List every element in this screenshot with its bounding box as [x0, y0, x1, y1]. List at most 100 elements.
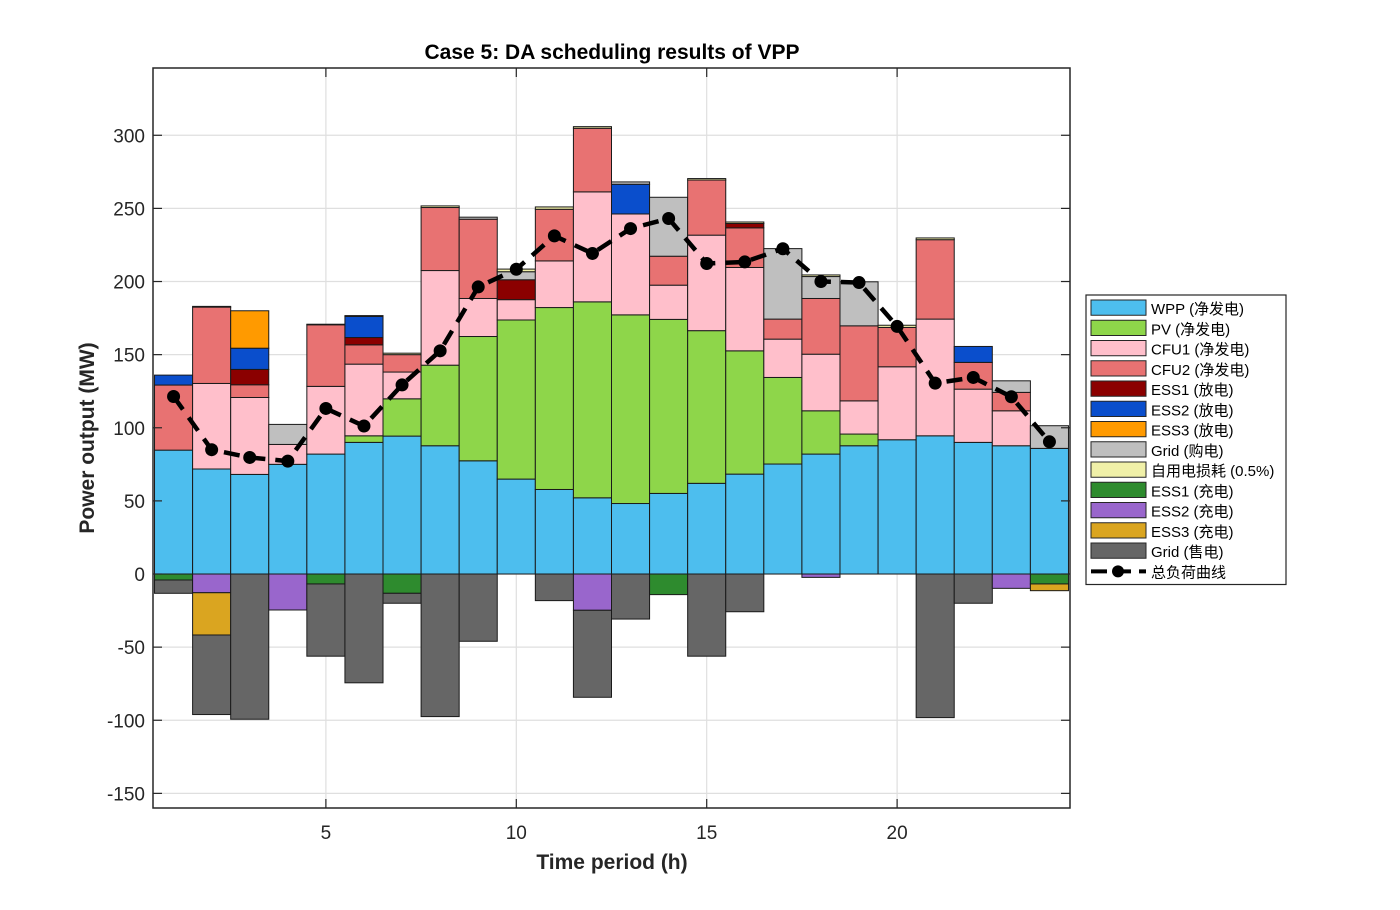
bar-segment — [801, 410, 841, 455]
legend-swatch — [1090, 542, 1147, 559]
bar-segment — [420, 445, 460, 575]
bar-segment — [953, 441, 993, 575]
bar-segment — [382, 398, 422, 437]
bar-segment — [420, 573, 460, 718]
bar-segment — [420, 207, 460, 272]
bar-segment — [649, 255, 689, 286]
bar-segment — [382, 573, 422, 594]
bar-segment — [649, 284, 689, 320]
legend-label: CFU2 (净发电) — [1151, 362, 1249, 379]
y-tick-label: -100 — [107, 711, 145, 732]
bar-segment — [1029, 583, 1069, 592]
bar-segment — [991, 445, 1031, 575]
legend-label: ESS2 (放电) — [1151, 402, 1234, 419]
bar-segment — [687, 482, 727, 575]
bar-segment — [915, 435, 955, 575]
load-curve-marker — [738, 255, 752, 269]
bar-segment — [382, 354, 422, 373]
legend-swatch — [1090, 441, 1147, 458]
bar-segment — [344, 315, 384, 317]
bar-segment — [725, 473, 765, 575]
legend-label: PV (净发电) — [1151, 321, 1230, 338]
bar-segment — [192, 592, 232, 636]
load-curve-marker — [509, 262, 523, 276]
load-curve-marker — [928, 376, 942, 390]
legend-swatch — [1090, 461, 1147, 478]
load-curve-marker — [319, 401, 333, 415]
bar-segment — [725, 266, 765, 352]
bar-segment — [154, 374, 194, 386]
bar-segment — [458, 216, 498, 220]
bar-segment — [611, 503, 651, 575]
bar-segment — [877, 439, 917, 575]
legend-label: ESS1 (放电) — [1151, 382, 1234, 399]
bar-segment — [306, 324, 346, 387]
bar-segment — [649, 573, 689, 596]
x-axis-title: Time period (h) — [536, 851, 687, 874]
load-curve-marker — [395, 378, 409, 392]
legend-swatch — [1090, 400, 1147, 417]
bar-segment — [496, 478, 536, 575]
bar-segment — [420, 364, 460, 447]
y-axis-title: Power output (MW) — [76, 342, 99, 533]
bar-segment — [801, 573, 841, 578]
bar-segment — [154, 579, 194, 594]
legend-label: 总负荷曲线 — [1151, 564, 1226, 581]
bar-segment — [611, 314, 651, 505]
bar-segment — [192, 306, 232, 384]
load-curve-marker — [662, 211, 676, 225]
load-curve-line — [171, 215, 1052, 464]
x-tick-label: 5 — [321, 823, 332, 844]
bar-segment — [801, 297, 841, 355]
legend-swatch — [1090, 319, 1147, 336]
bar-segment — [649, 196, 689, 257]
bar-segment — [649, 318, 689, 494]
bar-segment — [496, 279, 536, 301]
bar-segment — [649, 492, 689, 575]
load-curve-marker — [471, 280, 485, 294]
bar-segment — [458, 297, 498, 338]
load-curve-marker — [585, 246, 599, 260]
bar-segment — [458, 573, 498, 642]
bar-segment — [230, 384, 270, 398]
bar-segment — [230, 573, 270, 720]
legend-marker-sample — [1112, 565, 1124, 578]
legend-label: Grid (购电) — [1151, 443, 1224, 460]
load-curve-marker — [167, 389, 181, 403]
bar-segment — [725, 222, 765, 229]
bar-segment — [382, 435, 422, 575]
bar-segment — [154, 449, 194, 575]
load-curve-marker — [966, 370, 980, 384]
legend-label: ESS3 (充电) — [1151, 524, 1234, 541]
bar-segment — [1029, 573, 1069, 585]
load-curve-marker — [814, 275, 828, 289]
bar-segment — [915, 239, 955, 320]
legend-swatch — [1090, 502, 1147, 519]
load-curve-marker — [1004, 390, 1018, 404]
bar-segment — [268, 573, 308, 611]
bar-segment — [572, 301, 612, 499]
bar-segment — [953, 345, 993, 363]
y-tick-label: 0 — [134, 565, 145, 586]
bar-segment — [839, 445, 879, 575]
bar-segment — [306, 583, 346, 657]
y-tick-label: 150 — [113, 346, 145, 367]
bar-segment — [572, 573, 612, 611]
load-curve — [167, 211, 1056, 468]
legend-label: CFU1 (净发电) — [1151, 342, 1249, 359]
legend-label: 自用电损耗 (0.5%) — [1151, 463, 1274, 480]
bar-segment — [268, 463, 308, 575]
bar-segment — [839, 281, 879, 327]
legend-swatch — [1090, 340, 1147, 357]
legend-label: ESS3 (放电) — [1151, 423, 1234, 440]
bar-segment — [306, 573, 346, 585]
bar-segment — [534, 260, 574, 309]
bar-segment — [344, 344, 384, 365]
bar-segment — [611, 181, 651, 185]
bar-segment — [230, 310, 270, 349]
bar-segment — [611, 573, 651, 620]
bar-segment — [725, 350, 765, 475]
bar-segment — [991, 573, 1031, 589]
bar-segment — [572, 126, 612, 129]
y-tick-label: 250 — [113, 199, 145, 220]
